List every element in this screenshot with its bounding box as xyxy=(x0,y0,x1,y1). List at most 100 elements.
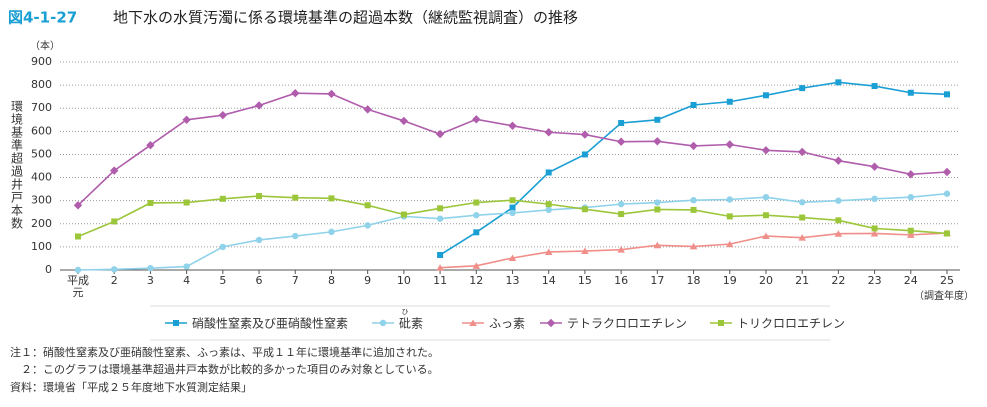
marker xyxy=(364,202,371,209)
marker xyxy=(545,169,552,176)
x-tick-label: 15 xyxy=(577,274,592,287)
marker xyxy=(256,193,263,200)
x-tick-label: 25 xyxy=(940,274,954,287)
source: 資料：環境省「平成２５年度地下水質測定結果」 xyxy=(10,380,252,394)
marker xyxy=(327,89,336,99)
marker xyxy=(906,170,915,179)
marker xyxy=(726,213,733,220)
marker xyxy=(944,91,950,98)
x-tick-label: 17 xyxy=(650,274,665,287)
marker xyxy=(147,199,154,206)
marker xyxy=(618,120,625,127)
legend-label: トリクロロエチレン xyxy=(737,317,845,331)
x-tick-label: 10 xyxy=(396,274,411,287)
marker xyxy=(328,195,335,202)
chart-title: 地下水の水質汚濁に係る環境基準の超過本数（継続監視調査）の推移 xyxy=(113,9,578,27)
marker xyxy=(943,190,951,197)
x-tick-label: 20 xyxy=(758,274,773,287)
y-axis-label: 環境基準超過井戸本数 xyxy=(10,100,24,230)
marker xyxy=(219,195,226,202)
x-tick-label: 3 xyxy=(146,274,154,287)
marker xyxy=(617,200,625,208)
marker xyxy=(799,214,806,221)
marker xyxy=(653,137,662,146)
y-tick-label: 900 xyxy=(31,55,52,68)
marker xyxy=(871,195,878,203)
marker xyxy=(725,140,734,149)
marker xyxy=(654,199,661,206)
x-tick-label: 13 xyxy=(505,274,520,287)
x-tick-label: 11 xyxy=(433,274,448,287)
marker xyxy=(798,199,806,206)
marker xyxy=(834,156,843,165)
marker xyxy=(581,206,588,213)
marker xyxy=(472,262,481,269)
marker xyxy=(74,266,82,274)
marker xyxy=(797,147,807,157)
marker xyxy=(690,197,697,204)
marker xyxy=(618,211,625,218)
marker xyxy=(690,101,697,108)
marker xyxy=(580,130,590,139)
series-line xyxy=(77,92,948,206)
x-tick-label: 9 xyxy=(364,274,372,287)
x-tick-label: 12 xyxy=(469,274,484,287)
marker xyxy=(906,231,915,238)
legend-label: テトラクロロエチレン xyxy=(567,317,687,331)
marker xyxy=(508,121,517,130)
figure-number: 図4-1-27 xyxy=(8,9,77,27)
marker xyxy=(798,234,806,241)
marker xyxy=(219,243,227,251)
marker xyxy=(907,89,914,96)
marker xyxy=(835,217,842,224)
marker xyxy=(942,167,952,177)
marker xyxy=(762,194,770,201)
marker xyxy=(544,128,553,137)
marker xyxy=(545,201,552,208)
marker xyxy=(545,206,552,214)
marker xyxy=(437,251,444,258)
marker xyxy=(544,248,553,255)
marker xyxy=(469,319,477,326)
y-tick-label: 100 xyxy=(31,240,52,253)
marker xyxy=(183,263,190,270)
x-tick-label: 5 xyxy=(219,274,227,287)
marker xyxy=(726,196,733,203)
y-tick-label: 200 xyxy=(31,217,52,230)
marker xyxy=(835,197,842,204)
x-tick-label: 22 xyxy=(831,274,846,287)
marker xyxy=(870,162,879,171)
marker xyxy=(689,242,698,250)
marker xyxy=(654,206,661,213)
marker xyxy=(437,205,444,212)
x-tick-label: 平成元 xyxy=(67,274,89,299)
note: 注１：硝酸性窒素及び亜硝酸性窒素、ふっ素は、平成１１年に環境基準に追加された。 xyxy=(10,345,439,359)
marker xyxy=(762,232,770,240)
marker xyxy=(473,212,480,219)
marker xyxy=(399,116,409,126)
x-tick-label: 4 xyxy=(183,274,191,287)
y-tick-label: 400 xyxy=(31,171,52,184)
marker xyxy=(292,194,299,201)
marker xyxy=(509,209,516,217)
marker xyxy=(400,211,407,218)
marker xyxy=(654,116,661,123)
y-tick-label: 700 xyxy=(31,101,52,114)
marker xyxy=(509,197,516,204)
marker xyxy=(907,194,914,201)
marker xyxy=(436,215,444,222)
marker xyxy=(291,89,300,98)
marker xyxy=(255,236,263,244)
marker xyxy=(292,232,299,240)
marker xyxy=(472,115,481,124)
legend-ruby: ひ xyxy=(402,308,409,316)
marker xyxy=(617,246,625,253)
marker xyxy=(871,225,878,232)
marker xyxy=(653,241,662,249)
x-tick-label: 7 xyxy=(291,274,299,287)
marker xyxy=(110,166,119,175)
x-tick-label: 18 xyxy=(686,274,701,287)
marker xyxy=(379,319,387,327)
